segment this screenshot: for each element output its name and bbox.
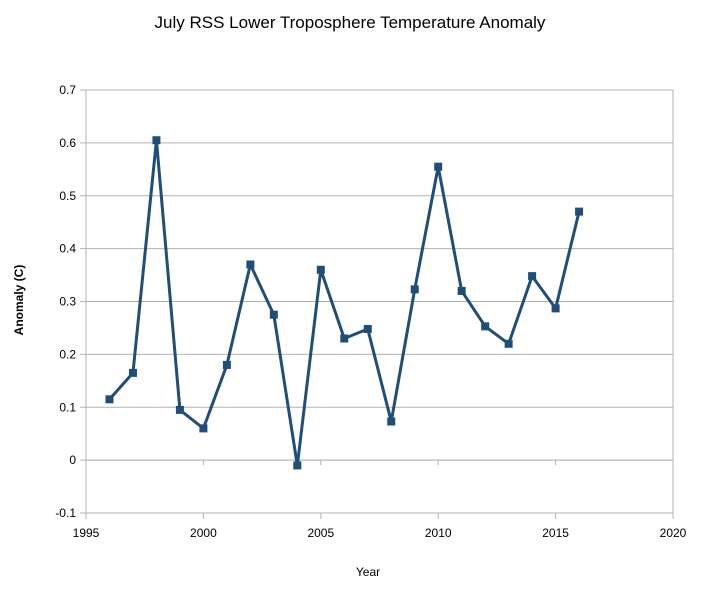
y-tick-label: 0.5 (59, 189, 76, 203)
x-tick-label: 2010 (425, 526, 452, 540)
data-point (528, 272, 537, 281)
data-point (269, 310, 278, 319)
x-tick-label: 2005 (307, 526, 334, 540)
data-point (410, 285, 419, 294)
x-tick-label: 2000 (190, 526, 217, 540)
data-point (199, 424, 208, 433)
data-point (316, 265, 325, 274)
plot-area (85, 89, 674, 514)
y-tick-label: 0.2 (59, 347, 76, 361)
data-point (457, 286, 466, 295)
series-line (108, 138, 581, 467)
grid (85, 89, 674, 514)
y-tick-label: 0.6 (59, 136, 76, 150)
x-tick-label: 2015 (542, 526, 569, 540)
data-point (152, 136, 161, 145)
y-axis-title: Anomaly (C) (12, 265, 26, 336)
x-axis-ticks: 1995 2000 2005 2010 2015 2020 (73, 513, 687, 540)
data-point (222, 360, 231, 369)
y-tick-label: 0.4 (59, 242, 76, 256)
x-axis-title: Year (356, 565, 380, 579)
data-point (340, 334, 349, 343)
data-point (175, 405, 184, 414)
data-point (504, 339, 513, 348)
data-point (293, 461, 302, 470)
x-tick-label: 2020 (660, 526, 687, 540)
x-tick-label: 1995 (73, 526, 100, 540)
data-point (481, 322, 490, 331)
y-tick-label: 0.7 (59, 83, 76, 97)
data-point (246, 260, 255, 269)
data-point (434, 162, 443, 171)
y-tick-label: 0.1 (59, 400, 76, 414)
data-point (575, 207, 584, 216)
y-tick-label: 0.3 (59, 295, 76, 309)
data-point (128, 368, 137, 377)
data-point (363, 324, 372, 333)
y-axis-ticks: -0.1 0 0.1 0.2 0.3 0.4 0.5 0.6 0.7 (55, 83, 86, 520)
data-point (551, 304, 560, 313)
y-tick-label: -0.1 (55, 506, 76, 520)
data-points (105, 136, 584, 470)
chart-title: July RSS Lower Troposphere Temperature A… (155, 13, 546, 32)
y-tick-label: 0 (69, 453, 76, 467)
data-point (105, 395, 114, 404)
data-point (387, 417, 396, 426)
